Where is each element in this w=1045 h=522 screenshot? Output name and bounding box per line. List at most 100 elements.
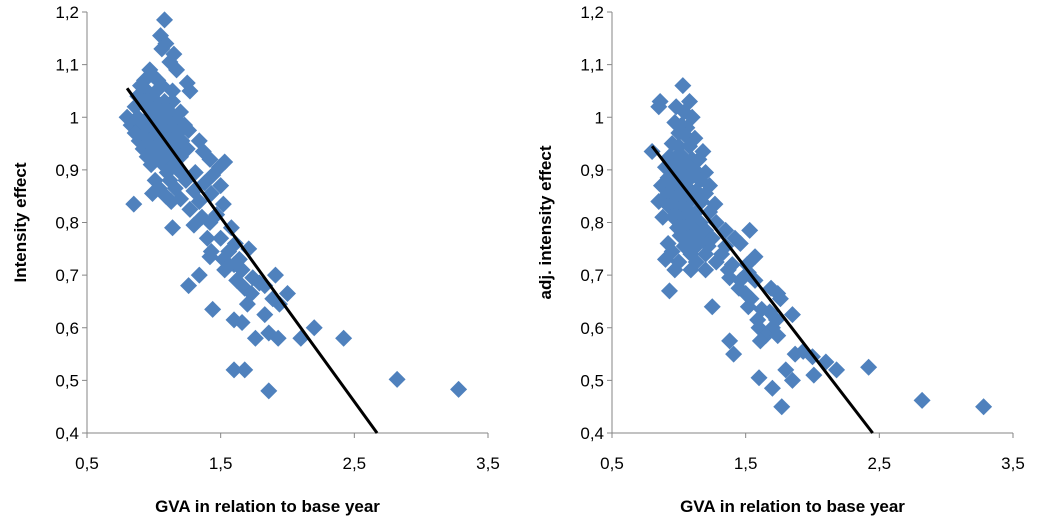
left-x-tick-label: 2,5 xyxy=(343,454,367,473)
right-data-point xyxy=(828,361,846,379)
right-data-point xyxy=(737,285,755,303)
left-data-point xyxy=(212,177,230,195)
right-data-point xyxy=(663,135,681,153)
right-data-point xyxy=(723,256,741,274)
left-y-axis-title: Intensity effect xyxy=(11,162,30,282)
left-data-point xyxy=(335,329,353,347)
left-data-point xyxy=(162,192,180,210)
left-data-point xyxy=(181,200,199,218)
right-data-point xyxy=(707,214,725,231)
left-data-point xyxy=(269,329,287,347)
right-data-point xyxy=(741,221,759,239)
left-y-tick-label: 0,4 xyxy=(55,424,79,443)
right-data-point xyxy=(777,361,795,379)
right-data-point xyxy=(761,303,779,321)
right-data-point xyxy=(650,98,668,116)
left-data-point xyxy=(168,61,186,79)
left-data-point xyxy=(125,195,143,213)
left-data-point xyxy=(236,361,254,379)
right-data-point xyxy=(660,282,678,300)
left-data-point xyxy=(233,313,251,331)
right-data-point xyxy=(682,261,700,279)
left-data-point xyxy=(190,266,208,284)
right-x-axis-title: GVA in relation to base year xyxy=(680,497,905,516)
left-data-point xyxy=(118,108,136,126)
left-data-point xyxy=(190,192,208,210)
left-data-point xyxy=(216,261,234,279)
right-data-point xyxy=(699,237,717,255)
left-data-point xyxy=(180,277,198,295)
left-data-point xyxy=(164,82,182,100)
left-y-tick-label: 0,7 xyxy=(55,266,79,285)
left-x-tick-label: 0,5 xyxy=(75,454,99,473)
right-y-tick-label: 1,1 xyxy=(580,56,604,75)
right-data-point xyxy=(762,279,780,297)
right-data-point xyxy=(670,253,688,271)
right-x-tick-label: 1,5 xyxy=(734,454,758,473)
left-x-tick-label: 3,5 xyxy=(476,454,500,473)
left-data-point xyxy=(450,380,468,398)
left-y-tick-label: 0,9 xyxy=(55,161,79,180)
left-data-point xyxy=(222,219,240,237)
right-data-point xyxy=(783,306,801,324)
right-y-tick-label: 0,4 xyxy=(580,424,604,443)
left-y-tick-label: 0,8 xyxy=(55,214,79,233)
left-x-tick-label: 1,5 xyxy=(209,454,233,473)
right-x-tick-label: 3,5 xyxy=(1001,454,1025,473)
left-y-tick-label: 0,6 xyxy=(55,319,79,338)
right-scatter-chart: 0,4 0,5 0,6 0,7 0,8 0,9 1 1,1 1,2 0,5 1,5 2,5 3,5 GVA… xyxy=(525,0,1045,522)
right-y-tick-label: 0,6 xyxy=(580,319,604,338)
right-y-tick-label: 1,2 xyxy=(580,3,604,22)
left-data-point xyxy=(256,277,274,295)
right-data-point xyxy=(763,379,781,397)
right-data-point xyxy=(742,290,760,308)
right-data-point xyxy=(746,248,764,266)
right-y-tick-label: 0,9 xyxy=(580,161,604,180)
right-data-point xyxy=(860,358,878,376)
right-y-tick-label: 0,8 xyxy=(580,214,604,233)
right-data-point xyxy=(660,198,678,216)
left-data-point xyxy=(212,229,230,247)
left-trend-line xyxy=(125,87,379,434)
left-data-point xyxy=(260,382,278,400)
right-data-point xyxy=(697,164,715,182)
right-data-point xyxy=(697,261,715,279)
right-data-point xyxy=(681,137,699,155)
left-data-point xyxy=(198,229,216,247)
left-x-axis-title: GVA in relation to base year xyxy=(155,497,380,516)
right-data-point xyxy=(690,150,708,168)
right-chart-svg: 0,4 0,5 0,6 0,7 0,8 0,9 1 1,1 1,2 0,5 1,5 2,5 3,5 GVA… xyxy=(536,3,1025,516)
right-data-point xyxy=(975,398,993,416)
right-y-axis-title: adj. intensity effect xyxy=(536,145,555,299)
left-y-tick-label: 1 xyxy=(70,108,79,127)
right-data-point xyxy=(693,192,711,210)
right-data-point xyxy=(694,142,712,160)
right-data-point xyxy=(659,235,677,253)
right-x-tick-label: 2,5 xyxy=(868,454,892,473)
right-data-point xyxy=(739,298,757,316)
left-data-point xyxy=(238,295,256,313)
right-x-tick-label: 0,5 xyxy=(600,454,624,473)
left-data-point xyxy=(225,361,243,379)
right-data-point xyxy=(654,208,672,226)
left-data-point xyxy=(156,11,174,29)
left-data-point xyxy=(240,240,258,258)
left-data-point xyxy=(181,82,199,100)
right-data-point xyxy=(913,391,931,409)
left-data-point xyxy=(270,295,288,313)
left-data-point xyxy=(142,156,160,174)
left-data-point xyxy=(266,266,284,284)
left-data-point xyxy=(153,40,171,58)
left-y-tick-label: 1,2 xyxy=(55,3,79,22)
left-data-point xyxy=(180,121,198,139)
right-data-point xyxy=(667,98,685,116)
right-data-point xyxy=(786,345,804,363)
left-data-point xyxy=(256,306,274,324)
left-data-point xyxy=(279,285,296,303)
right-data-point xyxy=(721,332,739,350)
right-data-point xyxy=(666,114,684,132)
left-chart-svg: 0,4 0,5 0,6 0,7 0,8 0,9 1 1,1 1,2 0,5 1,5 2,5 3,5 GVA… xyxy=(11,3,500,516)
right-y-tick-label: 1 xyxy=(595,108,604,127)
right-data-point xyxy=(682,245,700,263)
right-data-point xyxy=(666,261,684,279)
